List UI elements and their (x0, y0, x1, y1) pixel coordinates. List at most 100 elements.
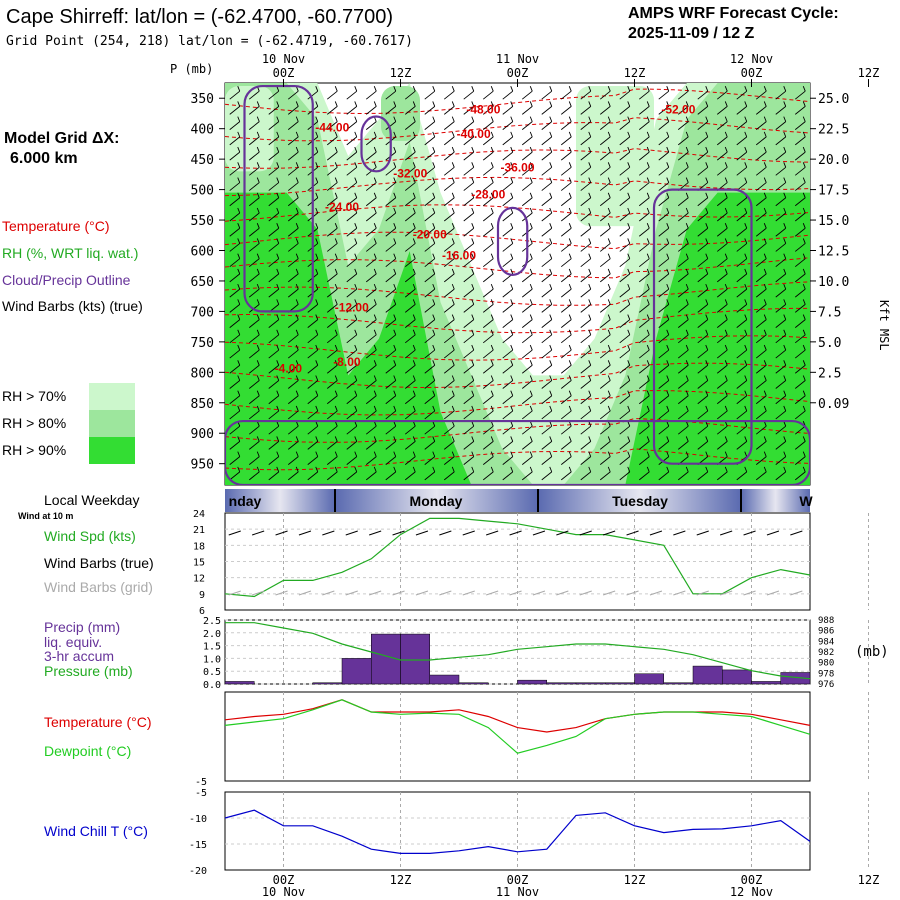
wind-barb-staff (794, 410, 806, 420)
wind-barb-flag (432, 192, 436, 198)
wind-barb-staff (677, 227, 689, 237)
wind-barb-flag (588, 466, 592, 473)
wind-barb-flag (568, 146, 572, 153)
wind-barb-staff (326, 364, 338, 374)
wind-barb-flag (432, 360, 436, 366)
wind-barb-staff (541, 441, 553, 450)
wind-barb-staff (248, 90, 260, 100)
wind-barb (619, 375, 631, 389)
wind-barb-grid (439, 590, 452, 596)
wind-barb-staff (697, 334, 709, 344)
wind-barb-staff (716, 136, 728, 146)
wind-barb (638, 436, 650, 450)
weekday-label: Monday (410, 493, 463, 509)
wind-barb (794, 86, 806, 100)
wind-barb (521, 344, 533, 359)
wind-barb-staff (287, 273, 299, 283)
precip-bar (605, 682, 635, 685)
temperature-contour-label: -8.00 (333, 355, 361, 369)
wind-barb-flag (802, 116, 806, 122)
wind-barb-staff (268, 456, 280, 465)
cloud-outline (360, 115, 392, 173)
wind-barb (541, 344, 553, 359)
wind-barb-flag (607, 466, 611, 473)
wind-barb (775, 390, 787, 405)
wind-barb-flag (646, 405, 650, 412)
wind-barb-flag (354, 283, 358, 290)
wind-barb-staff (599, 166, 611, 176)
weekday-label: nday (229, 493, 262, 509)
wind-barb-staff (424, 364, 436, 374)
wind-barb-staff (365, 410, 377, 420)
p-tick-label: 850 (191, 397, 214, 412)
wind-barb-flag (627, 360, 631, 366)
wind-barb-flag (666, 299, 670, 305)
wind-barb-staff (736, 151, 748, 161)
wind-barb-staff (716, 273, 728, 283)
wind-barb-flag (295, 466, 299, 473)
wind-barb-staff (404, 197, 416, 207)
wind-barb (794, 223, 806, 237)
wind-barb (677, 162, 689, 176)
wind-barb (443, 207, 455, 222)
wind-barb-staff (268, 106, 280, 115)
wind-barb (638, 344, 650, 359)
wind-barb (697, 253, 709, 268)
wind-barb-flag (432, 299, 436, 305)
wind-barb-flag (666, 146, 670, 153)
temperature-contour (225, 307, 810, 334)
temperature-contour-label: -40.00 (457, 127, 491, 141)
wind-barb-staff (794, 273, 806, 283)
wind-barb-staff (502, 319, 514, 328)
wind-barb-flag (256, 329, 260, 335)
wind-barb (404, 466, 416, 481)
wind-barb-flag (315, 268, 319, 275)
wind-barb-staff (599, 425, 611, 435)
wind-barb-staff (346, 197, 358, 207)
wind-barb-flag (256, 466, 260, 473)
wind-barb-flag (666, 177, 670, 183)
wind-barb-flag (568, 101, 572, 107)
wind-barb-flag (373, 268, 377, 275)
wind-barb (287, 283, 299, 298)
wind-barb-staff (619, 304, 631, 313)
wind-barb (287, 223, 299, 237)
wind-barb-flag (471, 344, 475, 351)
wind-barb (443, 131, 455, 146)
wind-barb-true (649, 530, 663, 536)
pressure-unit-label: (mb) (855, 644, 889, 660)
wind-barb (443, 238, 455, 252)
wind-barb-flag (627, 116, 631, 122)
time-tick-label: 12Z (624, 66, 646, 80)
wind-barb (229, 375, 241, 389)
wind-barb-staff (424, 273, 436, 283)
wind-barb-staff (229, 90, 241, 100)
wind-barb (619, 86, 631, 100)
wind-barb-staff (268, 182, 280, 191)
wind-barb-staff (560, 380, 572, 389)
wind-barb-flag (607, 375, 611, 381)
wind-barb (365, 314, 377, 328)
wind-barb (326, 375, 338, 389)
wind-barb-flag (471, 177, 475, 183)
wind-barb-flag (276, 223, 280, 229)
wind-barb-flag (373, 375, 377, 381)
wind-barb-flag (529, 344, 533, 351)
wind-barb (365, 268, 377, 283)
wind-barb-flag (510, 238, 514, 244)
wind-barb (443, 451, 455, 465)
wind-barb-staff (677, 395, 689, 405)
wind-barb-flag (685, 314, 689, 320)
wind-barb-flag (744, 451, 748, 457)
wind-barb-staff (463, 425, 475, 435)
wind-barb-staff (287, 319, 299, 328)
wind-barb-flag (646, 192, 650, 198)
wind-barb-staff (736, 121, 748, 130)
wind-barb-flag (549, 207, 553, 214)
wind-barb-true (345, 530, 358, 536)
wind-barb (307, 314, 319, 328)
wind-barb (307, 466, 319, 481)
wind-barb-flag (295, 146, 299, 153)
wind-barb-staff (599, 258, 611, 268)
wind-barb-staff (287, 106, 299, 115)
